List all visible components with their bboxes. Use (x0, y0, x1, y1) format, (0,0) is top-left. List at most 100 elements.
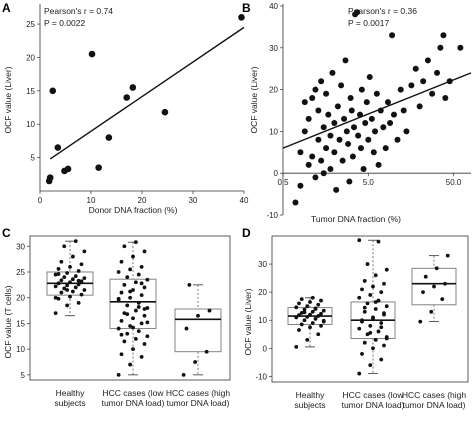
panel-b-y-tick-label: 20 (269, 86, 278, 95)
panel-d-data-point (376, 239, 381, 244)
panel-c-data-point (82, 288, 87, 292)
panel-c-data-point (145, 320, 150, 325)
panel-d-y-tick-label: 0 (263, 344, 268, 353)
panel-d-data-point (379, 290, 384, 295)
panel-c-marks: 5 10 15 20 25 30 Healthy subjects HCC cases (low… (16, 235, 231, 408)
panel-c-data-point (145, 334, 150, 339)
panel-c-y-axis-label: OCF value (T cells) (3, 285, 13, 358)
panel-d-data-point (382, 311, 386, 316)
panel-b-y-axis-label: OCF value (Liver) (249, 66, 259, 133)
panel-b-point (434, 69, 441, 76)
panel-d-data-point (434, 266, 439, 271)
panel-d-boxplot: -10 0 10 20 30 Healthy subjects HCC cases (low t… (243, 235, 469, 410)
panel-d-category-label: HCC cases (low tumor DNA load) (342, 390, 405, 410)
panel-b-point (346, 178, 353, 185)
panel-b-point (366, 74, 373, 81)
panel-a-point (123, 94, 130, 101)
panel-c-category-label: HCC cases (high tumor DNA load) (166, 388, 231, 408)
panel-c-data-point (116, 372, 121, 377)
panel-d-data-point (373, 300, 378, 304)
panel-d-data-point (429, 309, 434, 314)
panel-b-x-axis-label: Tumor DNA fraction (%) (311, 214, 401, 224)
panel-a-point (129, 84, 137, 91)
panel-d-data-point (305, 337, 310, 342)
panel-c-data-point (76, 282, 81, 287)
panel-c-data-point (62, 244, 67, 249)
panel-d-category-label-line: HCC cases (high (402, 390, 467, 400)
panel-a-axes (39, 4, 244, 192)
panel-d-data-point (360, 287, 364, 292)
panel-c-data-point (53, 311, 58, 316)
panel-c-data-point (142, 313, 147, 318)
panel-c-data-point (133, 336, 138, 341)
panel-c-data-point (142, 249, 147, 254)
panel-b-marks: -10 0 10 20 30 40 0.5 5.0 50.0 (266, 2, 472, 220)
panel-c-data-point (145, 277, 150, 282)
panel-d-data-point (362, 340, 367, 345)
panel-b-point (384, 99, 391, 106)
panel-c-data-point (116, 296, 121, 301)
panel-b-point (403, 128, 410, 135)
panel-b-point (429, 90, 436, 97)
panel-a-point (95, 164, 102, 171)
panel-c-data-point (139, 354, 144, 359)
panel-b-point (457, 44, 464, 51)
panel-d-data-point (321, 318, 326, 323)
panel-b-point (327, 132, 334, 139)
panel-b-point (309, 153, 316, 160)
panel-d-data-point (357, 326, 362, 331)
panel-b-y-tick-label: 10 (269, 127, 278, 136)
panel-b-point (394, 136, 401, 143)
panel-a-y-tick-label: 10 (26, 120, 35, 129)
panel-d-data-point (362, 305, 367, 310)
panel-b-y-tick-label: 30 (269, 44, 278, 53)
panel-c-data-point (131, 288, 135, 292)
panel-d-data-point (297, 313, 301, 318)
panel-d-data-point (357, 295, 362, 300)
panel-d-data-point (443, 281, 447, 286)
panel-c-data-point (181, 372, 186, 377)
panel-d-data-point (310, 295, 315, 300)
panel-b-point (365, 136, 372, 143)
panel-d-category-label-line: Healthy (296, 390, 326, 400)
panel-c-boxplot: 5 10 15 20 25 30 Healthy subjects HCC cases (low… (3, 235, 231, 408)
panel-c-data-point (125, 303, 130, 308)
panel-c-data-point (187, 282, 192, 287)
panel-b-point (331, 120, 338, 127)
panel-a-x-tick-label: 40 (240, 196, 249, 205)
panel-d-data-point (294, 305, 299, 310)
panel-b-point (358, 86, 365, 93)
panel-d-data-point (373, 273, 378, 278)
panel-b-point (382, 145, 389, 152)
panel-c-data-point (62, 286, 67, 291)
panel-b-point (375, 161, 382, 168)
panel-d-data-point (362, 279, 367, 283)
panel-c-data-point (139, 264, 144, 269)
panel-d-data-point (313, 307, 318, 311)
panel-c-data-point (79, 292, 84, 297)
panel-c-data-point (53, 284, 58, 289)
panel-c-y-tick-label: 10 (16, 345, 25, 354)
panel-b-point (341, 115, 348, 122)
panel-c-data-point (59, 278, 64, 283)
panel-c-data-point (82, 249, 87, 254)
panel-c-data-point (59, 290, 64, 295)
panel-c-data-point (136, 305, 141, 309)
panel-c-data-point (145, 306, 150, 310)
panel-d-data-point (368, 323, 373, 328)
panel-b-point (329, 69, 336, 76)
panel-c-data-point (139, 293, 144, 298)
panel-b-point (320, 124, 327, 131)
panel-d-data-point (384, 304, 389, 309)
panel-c-data-point (82, 276, 87, 281)
panel-a-x-tick-label: 30 (189, 196, 198, 205)
panel-b-point (357, 145, 364, 152)
panel-d-data-point (302, 318, 307, 323)
panel-letter-d: D (242, 226, 251, 240)
panel-letter-a: A (2, 1, 11, 15)
panel-c-data-point (79, 262, 84, 267)
panel-b-point (389, 32, 396, 39)
panel-b-y-tick-label: -10 (266, 211, 278, 220)
panel-c-data-point (122, 311, 127, 316)
panel-c-category-label-line: HCC cases (high (166, 388, 231, 398)
